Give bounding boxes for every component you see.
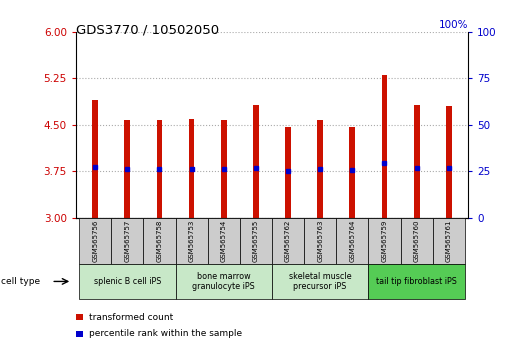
Bar [368,264,465,299]
Text: 100%: 100% [439,20,468,30]
Bar [208,218,240,264]
Text: bone marrow
granulocyte iPS: bone marrow granulocyte iPS [192,272,255,291]
Bar [156,120,162,218]
Text: GSM565755: GSM565755 [253,219,259,262]
Bar [317,120,323,218]
Bar [189,119,195,218]
Text: GSM565762: GSM565762 [285,219,291,262]
Text: GSM565764: GSM565764 [349,219,355,262]
Bar [143,218,176,264]
Bar [446,106,452,218]
Bar [336,218,368,264]
Bar [414,105,419,218]
Text: splenic B cell iPS: splenic B cell iPS [94,277,161,286]
Bar [240,218,272,264]
Bar [304,218,336,264]
Text: cell type: cell type [1,277,40,286]
Bar [124,120,130,218]
Bar [76,314,83,320]
Bar [272,218,304,264]
Text: GSM565761: GSM565761 [446,219,452,262]
Bar [368,218,401,264]
Bar [272,264,368,299]
Bar [76,331,83,337]
Bar [349,127,355,218]
Text: GSM565763: GSM565763 [317,219,323,262]
Bar [285,127,291,218]
Bar [176,218,208,264]
Text: GSM565758: GSM565758 [156,219,163,262]
Text: GSM565754: GSM565754 [221,219,227,262]
Text: percentile rank within the sample: percentile rank within the sample [89,329,242,338]
Bar [79,264,176,299]
Bar [79,218,111,264]
Text: transformed count: transformed count [89,313,173,322]
Text: GDS3770 / 10502050: GDS3770 / 10502050 [76,23,219,36]
Bar [433,218,465,264]
Bar [176,264,272,299]
Bar [111,218,143,264]
Text: GSM565756: GSM565756 [92,219,98,262]
Bar [221,120,226,218]
Bar [253,105,259,218]
Bar [92,100,98,218]
Text: tail tip fibroblast iPS: tail tip fibroblast iPS [376,277,457,286]
Text: GSM565757: GSM565757 [124,219,130,262]
Text: GSM565760: GSM565760 [414,219,419,262]
Text: GSM565759: GSM565759 [381,219,388,262]
Text: skeletal muscle
precursor iPS: skeletal muscle precursor iPS [289,272,351,291]
Bar [401,218,433,264]
Bar [382,75,388,218]
Text: GSM565753: GSM565753 [189,219,195,262]
